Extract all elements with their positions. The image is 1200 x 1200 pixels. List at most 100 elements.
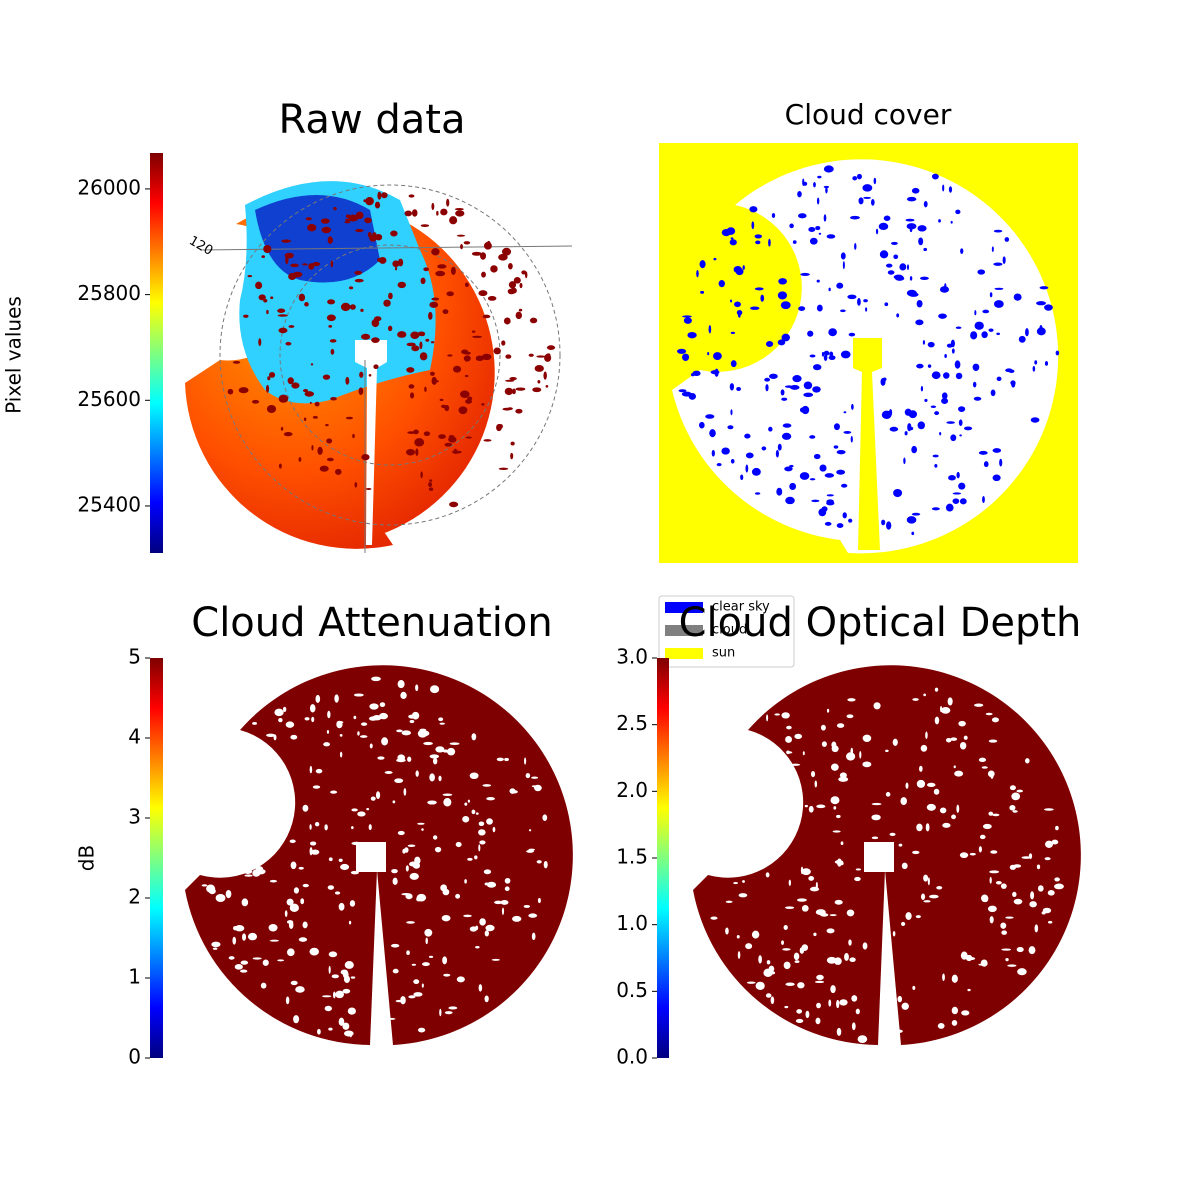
speckle — [898, 843, 903, 847]
speckle — [706, 801, 712, 810]
speckle — [721, 447, 730, 455]
speckle — [828, 287, 831, 292]
speckle — [258, 294, 266, 301]
speckle — [760, 294, 765, 302]
speckle — [875, 228, 879, 235]
speckle — [343, 1030, 354, 1037]
speckle — [1025, 758, 1030, 764]
speckle — [475, 925, 479, 931]
speckle — [512, 915, 522, 922]
speckle — [430, 685, 440, 694]
speckle — [751, 930, 760, 939]
speckle — [534, 784, 542, 792]
speckle — [995, 880, 1002, 885]
speckle — [498, 253, 508, 261]
speckle — [908, 410, 918, 419]
speckle — [802, 181, 808, 186]
speckle — [909, 426, 914, 431]
speckle — [737, 803, 747, 812]
speckle — [285, 256, 289, 264]
speckle — [786, 725, 792, 730]
speckle — [278, 327, 288, 334]
colorbar-tick-label: 2.0 — [616, 778, 648, 802]
speckle — [846, 909, 855, 917]
speckle — [796, 1009, 803, 1014]
speckle — [267, 376, 271, 381]
speckle — [857, 297, 861, 306]
speckle — [1034, 360, 1038, 365]
speckle — [515, 408, 523, 414]
speckle — [816, 197, 820, 205]
speckle — [270, 811, 275, 814]
speckle — [917, 421, 925, 430]
speckle — [950, 434, 957, 442]
speckle — [981, 331, 988, 339]
speckle — [546, 345, 556, 350]
speckle — [243, 314, 249, 318]
speckle — [847, 294, 857, 300]
speckle — [906, 516, 917, 524]
speckle — [215, 894, 226, 903]
speckle — [464, 282, 469, 288]
speckle — [1054, 877, 1060, 882]
speckle — [786, 751, 793, 754]
speckle — [804, 804, 808, 808]
speckle — [505, 354, 512, 359]
speckle — [342, 1022, 350, 1030]
speckle — [302, 263, 308, 266]
speckle — [893, 254, 899, 260]
speckle — [510, 287, 517, 294]
speckle — [912, 850, 920, 855]
speckle — [246, 753, 255, 757]
speckle — [288, 920, 294, 929]
speckle — [311, 849, 320, 855]
colorbar — [657, 658, 669, 1058]
speckle — [831, 745, 839, 753]
speckle — [950, 737, 958, 741]
speckle — [430, 341, 435, 344]
speckle — [940, 707, 951, 714]
speckle — [771, 213, 776, 218]
speckle — [310, 363, 314, 366]
speckle — [907, 264, 910, 271]
speckle — [368, 824, 372, 831]
speckle — [387, 325, 393, 332]
speckle — [840, 309, 846, 313]
speckle — [357, 731, 360, 736]
speckle — [751, 467, 761, 476]
speckle — [1013, 898, 1023, 905]
speckle — [374, 201, 381, 209]
speckle — [862, 761, 872, 768]
speckle — [904, 431, 908, 436]
speckle — [828, 999, 832, 1007]
speckle — [303, 417, 307, 421]
colorbar-tick-label: 1.5 — [616, 845, 648, 869]
speckle — [388, 292, 393, 300]
speckle — [543, 860, 548, 869]
speckle — [293, 887, 300, 894]
polar-label: 120 — [186, 234, 215, 259]
speckle — [371, 676, 381, 682]
speckle — [411, 345, 420, 352]
speckle — [978, 846, 982, 853]
speckle — [190, 823, 198, 830]
speckle — [429, 754, 440, 759]
speckle — [730, 237, 734, 240]
speckle — [471, 809, 476, 815]
colorbar-tick-label: 25400 — [77, 492, 141, 516]
legend-label: sun — [712, 646, 735, 661]
speckle — [808, 227, 816, 232]
speckle — [415, 770, 419, 777]
speckle — [483, 869, 492, 875]
speckle — [991, 246, 994, 252]
speckle — [832, 830, 841, 833]
speckle — [979, 834, 986, 840]
speckle — [920, 893, 926, 901]
speckle — [425, 338, 430, 342]
speckle — [828, 328, 837, 337]
speckle — [537, 380, 541, 384]
speckle — [339, 751, 343, 758]
speckle — [758, 813, 762, 819]
speckle — [761, 446, 767, 451]
speckle — [475, 946, 480, 949]
